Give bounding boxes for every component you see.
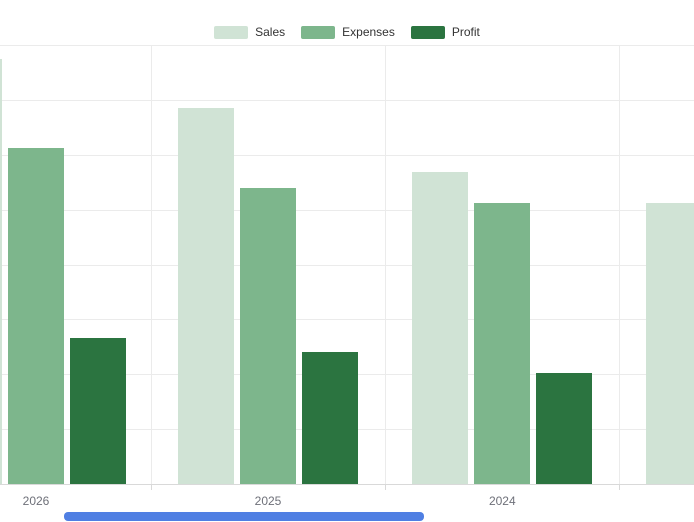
x-axis-tick [385,484,386,490]
sales-bar-2026[interactable] [0,59,2,484]
expenses-legend-swatch [301,25,336,39]
vertical-gridline [619,45,621,484]
x-axis-tick [151,484,152,490]
vertical-gridline [151,45,152,484]
x-axis-label: 2025 [254,494,282,508]
profit-bar-2025[interactable] [302,351,358,484]
profit-bar-2026[interactable] [70,338,126,484]
legend-item-sales[interactable]: Sales [214,25,285,39]
x-axis-label: 2026 [22,494,50,508]
legend-item-profit[interactable]: Profit [410,25,480,39]
horizontal-gridline [0,45,694,46]
profit-bar-2024[interactable] [536,373,592,484]
x-axis-line [0,484,694,485]
chart-legend: Sales Expenses Profit [0,24,694,40]
expenses-bar-2024[interactable] [474,203,530,484]
horizontal-gridline [0,319,694,321]
vertical-gridline [385,45,386,484]
legend-label: Sales [255,25,286,39]
horizontal-scrollbar-thumb[interactable] [64,512,424,521]
horizontal-gridline [0,209,694,211]
expenses-bar-2025[interactable] [240,188,296,484]
horizontal-gridline [0,154,694,156]
sales-bar-2025[interactable] [178,108,234,484]
profit-legend-swatch [410,25,445,39]
legend-item-expenses[interactable]: Expenses [301,25,395,39]
sales-legend-swatch [214,25,249,39]
horizontal-gridline [0,99,694,101]
x-axis-label: 2024 [488,494,516,508]
horizontal-gridline [0,264,694,266]
sales-bar-2024[interactable] [412,171,468,484]
expenses-bar-2026[interactable] [8,148,64,484]
sales-bar-cropped[interactable] [646,203,694,484]
x-axis-tick [619,484,621,490]
legend-label: Profit [451,25,480,39]
legend-label: Expenses [342,25,395,39]
